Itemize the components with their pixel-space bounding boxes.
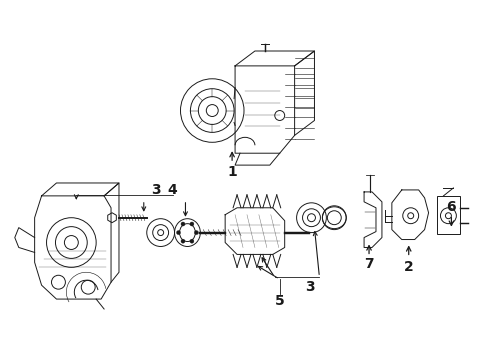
- Text: 7: 7: [364, 257, 374, 271]
- Circle shape: [181, 222, 185, 226]
- Text: 2: 2: [404, 260, 414, 274]
- Circle shape: [181, 239, 185, 243]
- Circle shape: [190, 222, 194, 226]
- Bar: [437, 196, 460, 234]
- Circle shape: [190, 239, 194, 243]
- Circle shape: [176, 231, 180, 235]
- Text: 3: 3: [305, 280, 314, 294]
- Circle shape: [195, 231, 198, 235]
- Text: 6: 6: [446, 200, 456, 214]
- Text: 3: 3: [151, 183, 161, 197]
- Text: 5: 5: [275, 294, 285, 308]
- Text: 4: 4: [168, 183, 177, 197]
- Text: 1: 1: [227, 165, 237, 179]
